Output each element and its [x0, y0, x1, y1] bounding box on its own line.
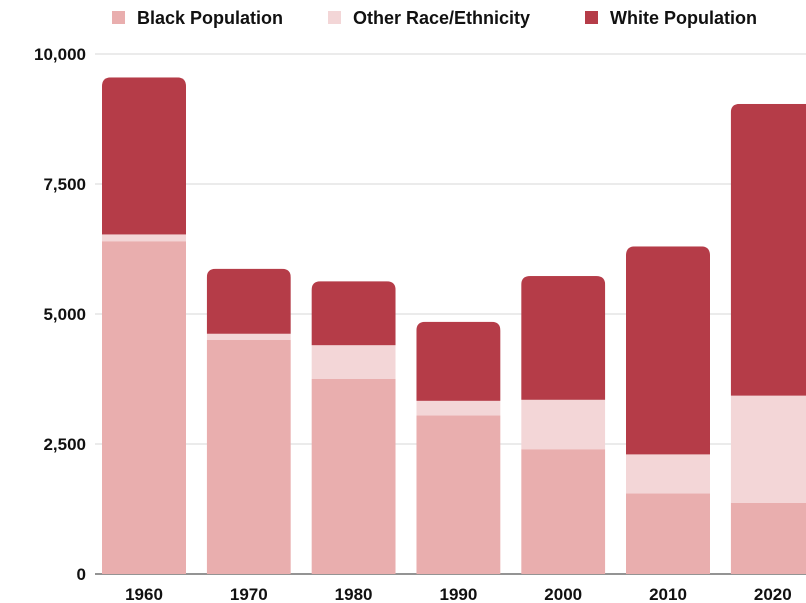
legend-item: Other Race/Ethnicity: [328, 8, 530, 28]
bar-segment-white-population: [311, 281, 396, 346]
bar-segment-black-population: [311, 379, 396, 574]
bar-segment-black-population: [730, 502, 806, 574]
y-tick-label: 5,000: [43, 305, 86, 324]
y-axis: 0 2,500 5,000 7,500 10,000: [34, 45, 86, 584]
y-tick-label: 0: [77, 565, 86, 584]
legend-swatch: [328, 11, 341, 24]
bar-segment-other-race-ethnicity: [416, 400, 501, 416]
y-tick-label: 10,000: [34, 45, 86, 64]
x-axis: 1960 1970 1980 1990 2000 2010 2020: [125, 585, 792, 603]
legend-swatch: [112, 11, 125, 24]
bar-segment-white-population: [730, 103, 806, 396]
bar-segment-black-population: [206, 340, 291, 574]
bar-segment-other-race-ethnicity: [311, 345, 396, 379]
x-tick-label: 2010: [649, 585, 687, 603]
bar-stack: [102, 77, 186, 574]
bar-stack: [311, 281, 396, 574]
x-tick-label: 1960: [125, 585, 163, 603]
y-tick-label: 2,500: [43, 435, 86, 454]
bar-segment-other-race-ethnicity: [626, 454, 710, 494]
y-tick-label: 7,500: [43, 175, 86, 194]
legend-label: Black Population: [137, 8, 283, 28]
x-tick-label: 2000: [544, 585, 582, 603]
bar-stack: [730, 103, 806, 574]
x-tick-label: 1970: [230, 585, 268, 603]
bar-segment-black-population: [521, 449, 606, 574]
bar-segment-white-population: [626, 246, 710, 455]
bar-segment-black-population: [626, 493, 710, 574]
x-tick-label: 1990: [439, 585, 477, 603]
bars: [102, 77, 806, 574]
x-tick-label: 1980: [335, 585, 373, 603]
bar-segment-white-population: [206, 268, 291, 334]
bar-segment-black-population: [102, 241, 186, 574]
bar-stack: [416, 321, 501, 574]
legend-item: Black Population: [112, 8, 283, 28]
legend-item: White Population: [585, 8, 757, 28]
bar-segment-white-population: [102, 77, 186, 235]
chart-legend: Black Population Other Race/Ethnicity Whit…: [112, 8, 757, 28]
legend-label: Other Race/Ethnicity: [353, 8, 530, 28]
legend-label: White Population: [610, 8, 757, 28]
bar-segment-white-population: [416, 321, 501, 401]
bar-segment-other-race-ethnicity: [206, 333, 291, 340]
bar-segment-black-population: [416, 415, 501, 574]
bar-segment-other-race-ethnicity: [730, 395, 806, 503]
bar-stack: [206, 268, 291, 574]
legend-swatch: [585, 11, 598, 24]
x-tick-label: 2020: [754, 585, 792, 603]
bar-stack: [521, 276, 606, 574]
bar-segment-other-race-ethnicity: [521, 399, 606, 450]
bar-segment-other-race-ethnicity: [102, 234, 186, 242]
bar-segment-white-population: [521, 276, 606, 400]
bar-stack: [626, 246, 710, 574]
